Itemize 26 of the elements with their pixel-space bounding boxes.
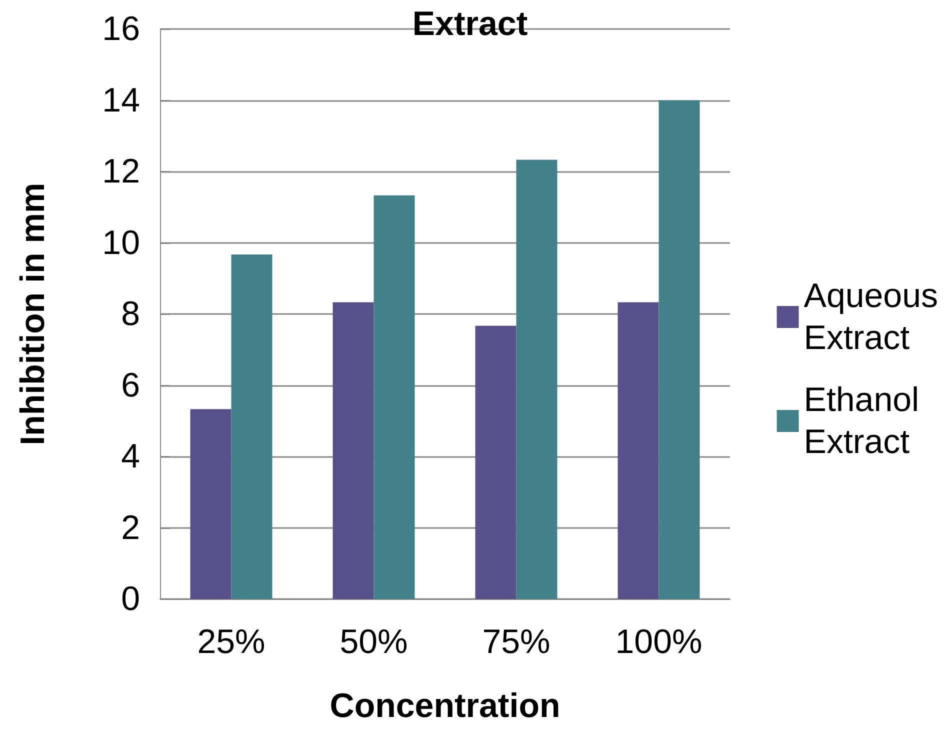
bar: [516, 160, 558, 599]
x-tick-label: 50%: [340, 623, 408, 661]
bar: [332, 302, 374, 599]
chart-title: Extract: [412, 5, 528, 43]
y-tick-label: 8: [121, 295, 140, 333]
y-tick-label: 6: [121, 366, 140, 404]
y-tick-label: 16: [102, 10, 140, 48]
bar: [231, 254, 272, 599]
bar: [475, 326, 516, 599]
legend-label: Ethanol Extract: [804, 381, 920, 461]
y-tick-label: 0: [121, 580, 140, 618]
bar: [374, 195, 415, 599]
bar: [658, 100, 700, 599]
y-axis-title: Inhibition in mm: [14, 182, 52, 446]
y-tick-label: 4: [121, 438, 140, 476]
x-tick-label: 75%: [482, 623, 550, 661]
legend-label: Aqueous Extract: [804, 277, 938, 357]
y-tick-label: 12: [102, 152, 140, 190]
bar: [190, 409, 232, 599]
y-tick-label: 10: [102, 224, 140, 262]
bar: [618, 302, 659, 599]
y-tick-label: 14: [102, 81, 140, 120]
x-tick-label: 100%: [615, 623, 702, 661]
y-tick-label: 2: [121, 508, 140, 547]
x-tick-label: 25%: [197, 623, 266, 661]
x-axis-title: Concentration: [330, 687, 560, 725]
